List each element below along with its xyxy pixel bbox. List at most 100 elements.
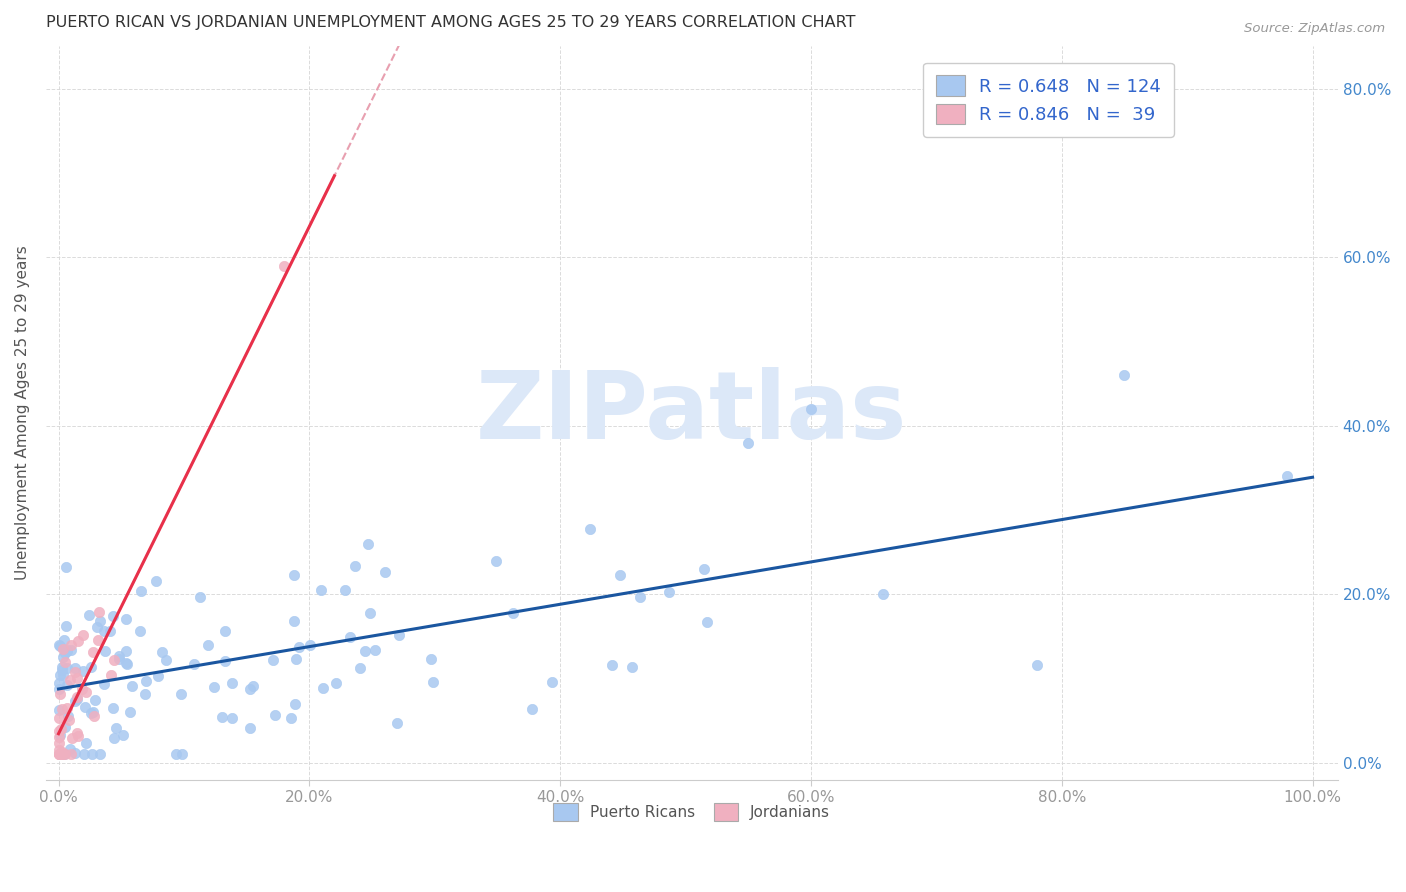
Point bbox=[52, 649, 75, 664]
Point bbox=[107, 652, 129, 666]
Point bbox=[100, 668, 122, 682]
Point bbox=[72, 682, 94, 697]
Point bbox=[55, 618, 77, 632]
Point bbox=[48, 747, 70, 762]
Point bbox=[262, 653, 284, 667]
Point bbox=[150, 645, 173, 659]
Point bbox=[59, 673, 82, 687]
Point bbox=[485, 554, 508, 568]
Point bbox=[264, 708, 287, 723]
Point bbox=[48, 676, 70, 690]
Point bbox=[51, 660, 73, 674]
Y-axis label: Unemployment Among Ages 25 to 29 years: Unemployment Among Ages 25 to 29 years bbox=[15, 245, 30, 581]
Point bbox=[273, 259, 295, 273]
Point bbox=[94, 644, 117, 658]
Point bbox=[696, 615, 718, 629]
Point bbox=[114, 643, 136, 657]
Point bbox=[284, 697, 307, 711]
Text: Source: ZipAtlas.com: Source: ZipAtlas.com bbox=[1244, 22, 1385, 36]
Point bbox=[202, 680, 225, 694]
Point bbox=[84, 693, 107, 707]
Point bbox=[63, 665, 86, 679]
Point bbox=[183, 657, 205, 671]
Point bbox=[51, 747, 73, 762]
Point bbox=[239, 721, 262, 735]
Point bbox=[52, 668, 75, 682]
Point bbox=[374, 565, 396, 579]
Point bbox=[60, 638, 83, 652]
Point bbox=[357, 536, 380, 550]
Point bbox=[284, 652, 307, 666]
Point bbox=[63, 747, 86, 761]
Point bbox=[48, 667, 70, 681]
Point bbox=[51, 747, 73, 762]
Point bbox=[288, 640, 311, 654]
Point bbox=[48, 639, 70, 653]
Point bbox=[60, 642, 83, 657]
Point bbox=[66, 672, 89, 686]
Point bbox=[86, 620, 108, 634]
Point bbox=[388, 628, 411, 642]
Point bbox=[55, 677, 77, 691]
Point bbox=[48, 743, 70, 757]
Point bbox=[134, 688, 156, 702]
Point bbox=[364, 643, 387, 657]
Point bbox=[693, 562, 716, 576]
Point bbox=[121, 679, 143, 693]
Point bbox=[98, 624, 121, 638]
Point bbox=[48, 703, 70, 717]
Point bbox=[56, 701, 79, 715]
Point bbox=[145, 574, 167, 589]
Point bbox=[66, 726, 89, 740]
Point bbox=[115, 656, 138, 670]
Point bbox=[75, 685, 97, 699]
Point bbox=[48, 747, 70, 762]
Point bbox=[128, 624, 150, 638]
Point bbox=[48, 711, 70, 725]
Point bbox=[800, 401, 823, 416]
Point bbox=[239, 682, 262, 697]
Point bbox=[93, 624, 115, 639]
Point bbox=[103, 608, 125, 623]
Point bbox=[211, 709, 233, 723]
Point bbox=[48, 747, 70, 762]
Point bbox=[67, 633, 90, 648]
Point bbox=[737, 435, 759, 450]
Point bbox=[170, 747, 193, 762]
Point bbox=[120, 706, 142, 720]
Point bbox=[283, 568, 305, 582]
Point bbox=[280, 711, 302, 725]
Point bbox=[51, 702, 73, 716]
Point bbox=[80, 706, 103, 721]
Point bbox=[75, 700, 97, 714]
Point bbox=[72, 628, 94, 642]
Point bbox=[115, 612, 138, 626]
Point bbox=[112, 728, 135, 742]
Point bbox=[108, 648, 131, 663]
Point bbox=[344, 558, 367, 573]
Text: ZIPatlas: ZIPatlas bbox=[477, 367, 907, 459]
Point bbox=[83, 709, 105, 723]
Point bbox=[101, 701, 124, 715]
Point bbox=[103, 731, 125, 745]
Point bbox=[67, 729, 90, 743]
Point bbox=[58, 713, 80, 727]
Point bbox=[214, 654, 236, 668]
Point bbox=[80, 660, 103, 674]
Point bbox=[55, 560, 77, 574]
Point bbox=[66, 690, 89, 705]
Point bbox=[59, 741, 82, 756]
Point bbox=[49, 639, 72, 653]
Point bbox=[56, 642, 79, 657]
Point bbox=[135, 673, 157, 688]
Point bbox=[298, 638, 321, 652]
Point bbox=[579, 522, 602, 536]
Point bbox=[82, 747, 104, 762]
Point bbox=[48, 736, 70, 750]
Point bbox=[52, 633, 75, 648]
Point bbox=[620, 660, 643, 674]
Point bbox=[53, 720, 76, 734]
Point bbox=[214, 624, 236, 639]
Point bbox=[420, 652, 443, 666]
Point bbox=[221, 676, 243, 690]
